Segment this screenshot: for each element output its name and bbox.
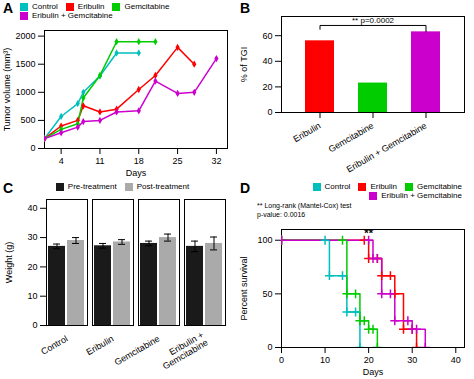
svg-text:50: 50 [262, 289, 272, 299]
svg-text:10: 10 [320, 355, 330, 365]
svg-text:Percent survival: Percent survival [239, 257, 249, 321]
svg-text:1500: 1500 [15, 59, 35, 69]
svg-text:0: 0 [30, 143, 35, 153]
svg-text:20: 20 [364, 355, 374, 365]
svg-text:% of TGI: % of TGI [239, 47, 249, 82]
svg-text:0: 0 [32, 320, 37, 330]
html-text:Eribulin + Gemcitabine: Eribulin + Gemcitabine [381, 191, 462, 200]
svg-text:Tumor volume (mm³): Tumor volume (mm³) [2, 48, 12, 132]
svg-text:**: ** [364, 227, 373, 239]
svg-text:40: 40 [27, 203, 37, 213]
svg-text:4: 4 [59, 156, 64, 166]
svg-text:Days: Days [363, 367, 384, 377]
svg-text:0: 0 [267, 343, 272, 353]
html-text:Pre-treatment: Pre-treatment [67, 182, 117, 191]
svg-text:Eribulin + Gemcitabine: Eribulin + Gemcitabine [345, 121, 429, 175]
svg-text:20: 20 [262, 82, 272, 92]
svg-text:500: 500 [20, 115, 35, 125]
svg-text:10: 10 [27, 291, 37, 301]
html-text:Eribulin: Eribulin [77, 2, 105, 11]
html-text:A: A [3, 0, 14, 16]
svg-text:40: 40 [451, 355, 461, 365]
html-text:B: B [240, 0, 251, 16]
html-text:Gemcitabine: Gemcitabine [417, 182, 462, 191]
svg-text:Weight (g): Weight (g) [4, 242, 14, 283]
svg-text:0: 0 [279, 355, 284, 365]
svg-text:Days: Days [126, 168, 147, 178]
svg-text:Eribulin: Eribulin [291, 121, 322, 145]
svg-text:20: 20 [27, 262, 37, 272]
svg-text:Gemcitabine: Gemcitabine [113, 334, 162, 368]
html-text:** Long-rank (Mantel-Cox) test: ** Long-rank (Mantel-Cox) test p-value: … [257, 202, 352, 219]
html-text:D: D [240, 180, 251, 196]
html-text:Eribulin + Gemcitabine: Eribulin + Gemcitabine [32, 11, 113, 20]
svg-text:** p=0.0002: ** p=0.0002 [352, 16, 395, 25]
svg-text:Control: Control [39, 334, 69, 357]
svg-text:Eribulin +Gemcitabine: Eribulin +Gemcitabine [156, 330, 209, 372]
html-text:Control: Control [324, 182, 351, 191]
svg-text:Eribulin: Eribulin [84, 334, 115, 358]
svg-text:30: 30 [407, 355, 417, 365]
svg-text:18: 18 [134, 156, 144, 166]
html-text:Gemcitabine: Gemcitabine [124, 2, 170, 11]
svg-text:40: 40 [262, 56, 272, 66]
svg-text:11: 11 [95, 156, 104, 166]
svg-text:60: 60 [262, 31, 272, 41]
html-text:Control: Control [32, 2, 58, 11]
svg-text:100: 100 [257, 235, 272, 245]
svg-text:2000: 2000 [15, 31, 35, 41]
svg-text:0: 0 [267, 107, 272, 117]
html-text:C: C [3, 180, 14, 196]
svg-text:32: 32 [211, 156, 221, 166]
svg-text:Gemcitabine: Gemcitabine [327, 121, 376, 155]
html-text:Eribulin: Eribulin [370, 182, 398, 191]
svg-text:30: 30 [27, 232, 37, 242]
svg-text:1000: 1000 [15, 87, 35, 97]
svg-text:25: 25 [173, 156, 183, 166]
html-text:Post-treatment: Post-treatment [136, 182, 190, 191]
